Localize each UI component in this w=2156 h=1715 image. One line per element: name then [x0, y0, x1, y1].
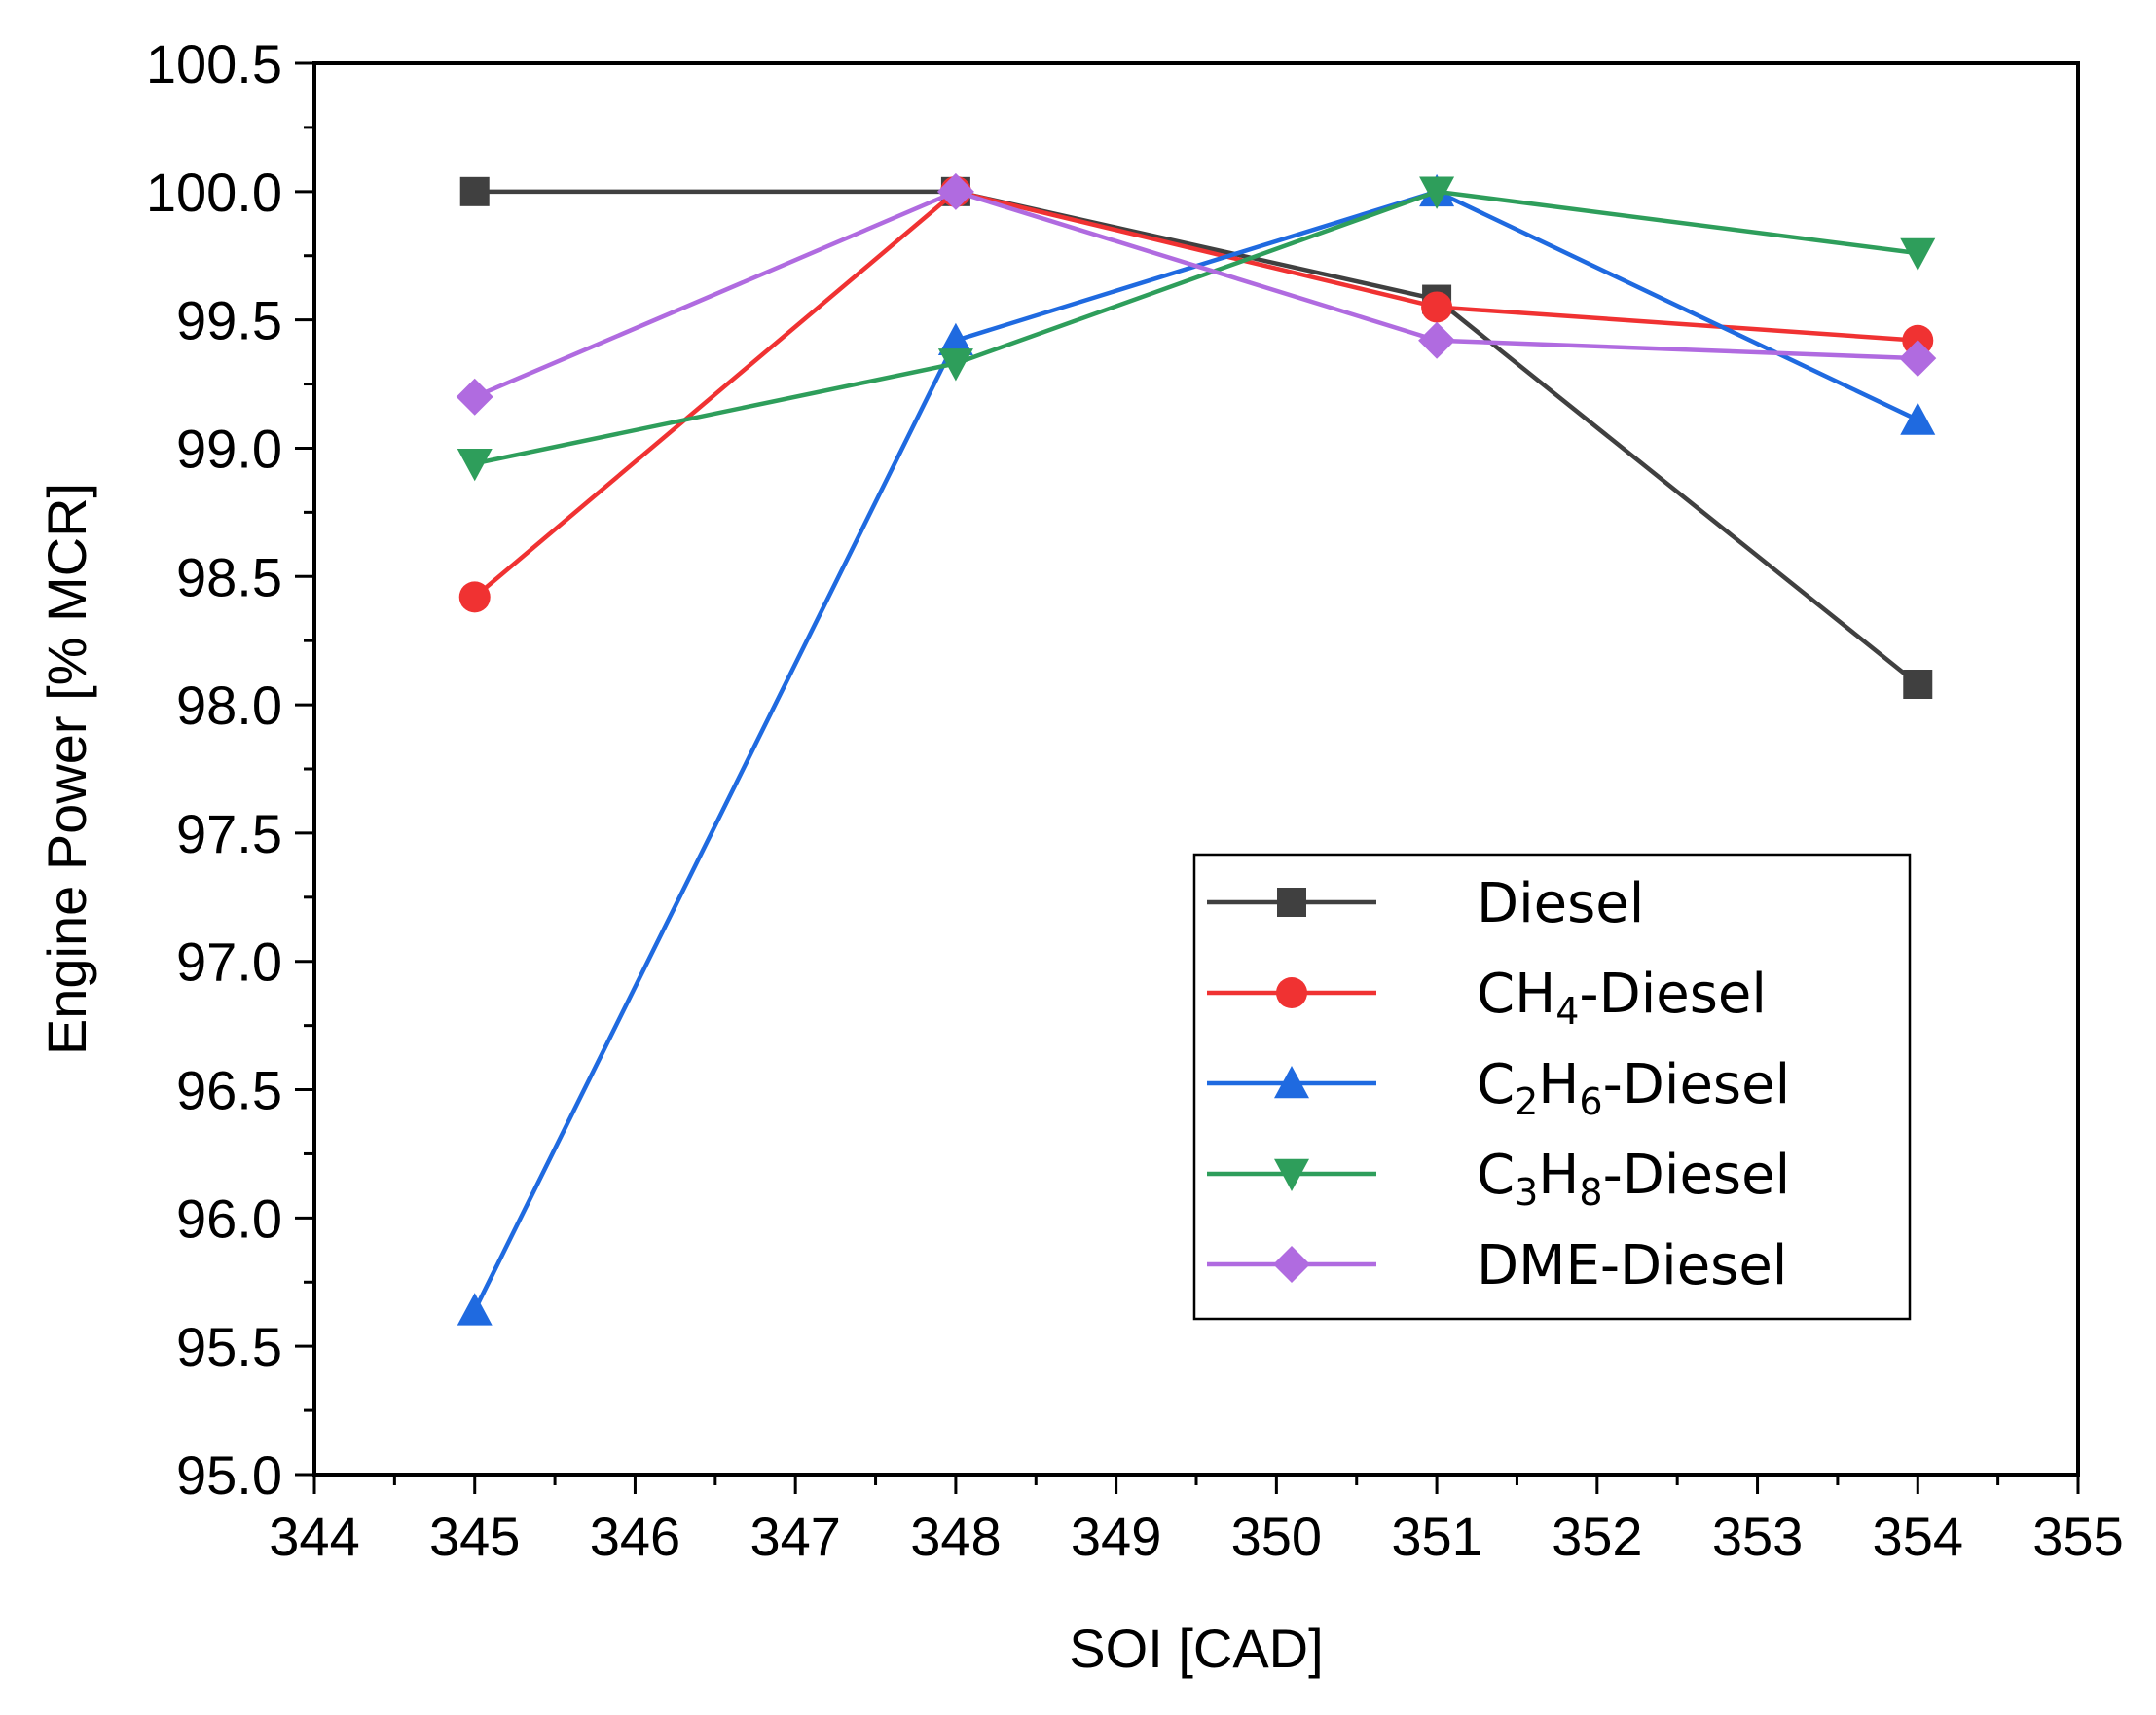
series-line-ch4-diesel — [473, 189, 1918, 600]
legend-item-c3h8-diesel: C3H8-Diesel — [1207, 1144, 1790, 1214]
legend-text-part: -Diesel — [1579, 963, 1767, 1026]
legend-label-dme-diesel: DME-Diesel — [1477, 1234, 1787, 1297]
legend-item-dme-diesel: DME-Diesel — [1207, 1234, 1787, 1297]
legend-text-part: DME-Diesel — [1477, 1234, 1787, 1297]
data-point-dme-diesel-354 — [1899, 340, 1937, 378]
legend-label-c2h6-diesel: C2H6-Diesel — [1477, 1053, 1790, 1123]
y-tick-label-95.5: 95.5 — [176, 1316, 282, 1377]
data-point-dme-diesel-345 — [456, 378, 493, 416]
legend-text-part: -Diesel — [1603, 1053, 1791, 1116]
series-line-dme-diesel — [473, 189, 1918, 399]
legend-subscript: 4 — [1555, 990, 1579, 1033]
x-tick-label-349: 349 — [1071, 1506, 1161, 1567]
data-point-c2h6-diesel-348 — [937, 322, 973, 356]
data-point-c2h6-diesel-354 — [1900, 402, 1936, 435]
legend-text-part: -Diesel — [1603, 1144, 1791, 1207]
legend-marker-diesel — [1277, 888, 1306, 917]
x-tick-label-346: 346 — [590, 1506, 680, 1567]
legend-label-diesel: Diesel — [1477, 872, 1644, 935]
legend-subscript: 8 — [1579, 1171, 1602, 1214]
legend-marker-ch4-diesel — [1276, 977, 1307, 1008]
legend-box — [1192, 853, 1912, 1321]
legend-item-c2h6-diesel: C2H6-Diesel — [1207, 1053, 1790, 1123]
legend-text-part: H — [1538, 1053, 1579, 1116]
data-point-ch4-diesel-351 — [1421, 291, 1453, 323]
data-point-c3h8-diesel-348 — [937, 348, 973, 382]
series-dme-diesel — [456, 172, 1937, 416]
data-point-dme-diesel-348 — [936, 172, 974, 210]
series-line-c3h8-diesel — [474, 189, 1918, 466]
y-tick-label-98.0: 98.0 — [176, 675, 282, 736]
legend-subscript: 3 — [1515, 1171, 1538, 1214]
y-tick-label-96.0: 96.0 — [176, 1187, 282, 1249]
y-tick-label-99.5: 99.5 — [176, 290, 282, 351]
series-line-diesel — [474, 189, 1919, 686]
legend-subscript: 6 — [1579, 1080, 1602, 1123]
y-tick-label-100.0: 100.0 — [146, 162, 282, 223]
legend-marker-c3h8-diesel — [1274, 1158, 1309, 1191]
y-tick-label-96.5: 96.5 — [176, 1060, 282, 1121]
x-tick-label-344: 344 — [269, 1506, 359, 1567]
legend-text-part: CH — [1477, 963, 1555, 1026]
legend-item-diesel: Diesel — [1207, 872, 1644, 935]
legend-marker-dme-diesel — [1273, 1246, 1310, 1283]
x-tick-label-355: 355 — [2032, 1506, 2123, 1567]
axes: 344 345 346 347 348 349 350 351 352 353 354 35595.0… — [146, 33, 2124, 1567]
legend-label-c3h8-diesel: C3H8-Diesel — [1477, 1144, 1790, 1214]
x-tick-label-348: 348 — [910, 1506, 1001, 1567]
data-point-diesel-354 — [1903, 670, 1933, 699]
x-tick-label-352: 352 — [1552, 1506, 1642, 1567]
data-point-dme-diesel-351 — [1418, 321, 1456, 359]
data-point-c2h6-diesel-345 — [457, 1293, 493, 1326]
series-group — [456, 172, 1937, 1326]
x-axis-title: SOI [CAD] — [1069, 1618, 1323, 1679]
y-tick-label-97.5: 97.5 — [176, 803, 282, 864]
y-tick-label-98.5: 98.5 — [176, 546, 282, 607]
x-tick-label-354: 354 — [1873, 1506, 1963, 1567]
legend-subscript: 2 — [1515, 1080, 1538, 1123]
legend-marker-c2h6-diesel — [1274, 1066, 1309, 1099]
legend-text-part: C — [1477, 1144, 1515, 1207]
data-point-ch4-diesel-345 — [458, 581, 491, 613]
legend-item-ch4-diesel: CH4-Diesel — [1207, 963, 1767, 1033]
x-tick-label-353: 353 — [1712, 1506, 1803, 1567]
legend: DieselCH4-DieselC2H6-DieselC3H8-DieselDM… — [1192, 853, 1912, 1321]
legend-label-ch4-diesel: CH4-Diesel — [1477, 963, 1767, 1033]
legend-text-part: C — [1477, 1053, 1515, 1116]
data-point-c3h8-diesel-351 — [1419, 176, 1455, 209]
x-tick-label-347: 347 — [749, 1506, 840, 1567]
y-tick-label-97.0: 97.0 — [176, 931, 282, 993]
y-axis-title: Engine Power [% MCR] — [36, 483, 97, 1055]
y-tick-label-99.0: 99.0 — [176, 418, 282, 479]
data-point-diesel-345 — [459, 176, 490, 206]
data-point-c3h8-diesel-345 — [457, 448, 493, 482]
x-tick-label-350: 350 — [1231, 1506, 1322, 1567]
x-tick-label-345: 345 — [429, 1506, 520, 1567]
y-tick-label-95.0: 95.0 — [176, 1444, 282, 1506]
y-tick-label-100.5: 100.5 — [146, 33, 282, 94]
legend-text-part: H — [1538, 1144, 1579, 1207]
data-point-c3h8-diesel-354 — [1900, 237, 1936, 272]
legend-text-part: Diesel — [1477, 872, 1644, 935]
series-c3h8-diesel — [457, 176, 1936, 482]
x-tick-label-351: 351 — [1391, 1506, 1481, 1567]
